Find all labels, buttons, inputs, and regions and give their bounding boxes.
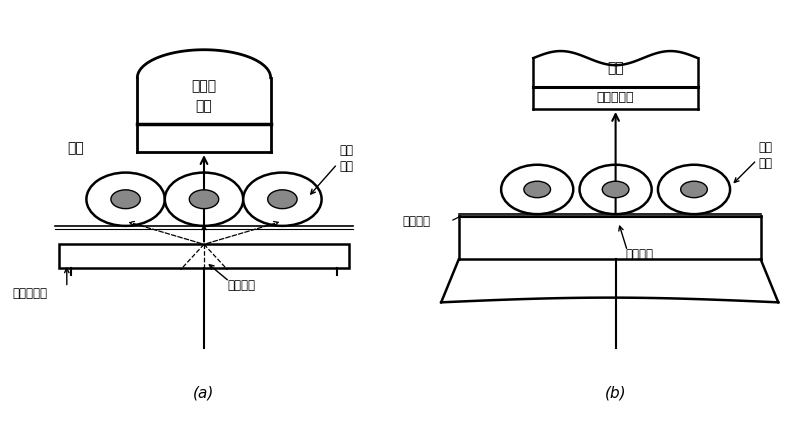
Ellipse shape xyxy=(111,190,140,208)
Bar xyxy=(59,244,349,268)
Ellipse shape xyxy=(243,173,322,226)
Ellipse shape xyxy=(190,190,218,208)
Ellipse shape xyxy=(681,181,707,197)
Text: 微束出口: 微束出口 xyxy=(626,248,654,261)
Ellipse shape xyxy=(165,173,243,226)
Ellipse shape xyxy=(86,173,165,226)
Text: 光子: 光子 xyxy=(67,141,83,155)
Text: 增管: 增管 xyxy=(196,99,212,113)
Text: 微束出口: 微束出口 xyxy=(227,279,255,292)
Text: 聚酯薄膜: 聚酯薄膜 xyxy=(402,215,430,228)
Ellipse shape xyxy=(501,165,574,214)
Text: (b): (b) xyxy=(605,385,626,400)
Ellipse shape xyxy=(658,165,730,214)
Text: (a): (a) xyxy=(194,385,214,400)
Ellipse shape xyxy=(579,165,652,214)
Ellipse shape xyxy=(602,181,629,197)
Text: 细胞
样品: 细胞 样品 xyxy=(758,141,773,170)
Text: 塑料闪烁体: 塑料闪烁体 xyxy=(12,287,47,300)
Ellipse shape xyxy=(268,190,297,208)
Text: 气体电离室: 气体电离室 xyxy=(597,92,634,104)
Ellipse shape xyxy=(524,181,550,197)
Text: 光电倍: 光电倍 xyxy=(191,80,217,94)
Text: 细胞
样品: 细胞 样品 xyxy=(339,143,354,173)
Text: 物镜: 物镜 xyxy=(607,62,624,76)
